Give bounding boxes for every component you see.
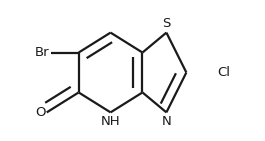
Text: NH: NH bbox=[101, 115, 120, 128]
Text: Br: Br bbox=[35, 46, 50, 59]
Text: Cl: Cl bbox=[217, 66, 230, 79]
Text: S: S bbox=[162, 17, 171, 30]
Text: N: N bbox=[162, 115, 171, 128]
Text: O: O bbox=[35, 106, 46, 119]
